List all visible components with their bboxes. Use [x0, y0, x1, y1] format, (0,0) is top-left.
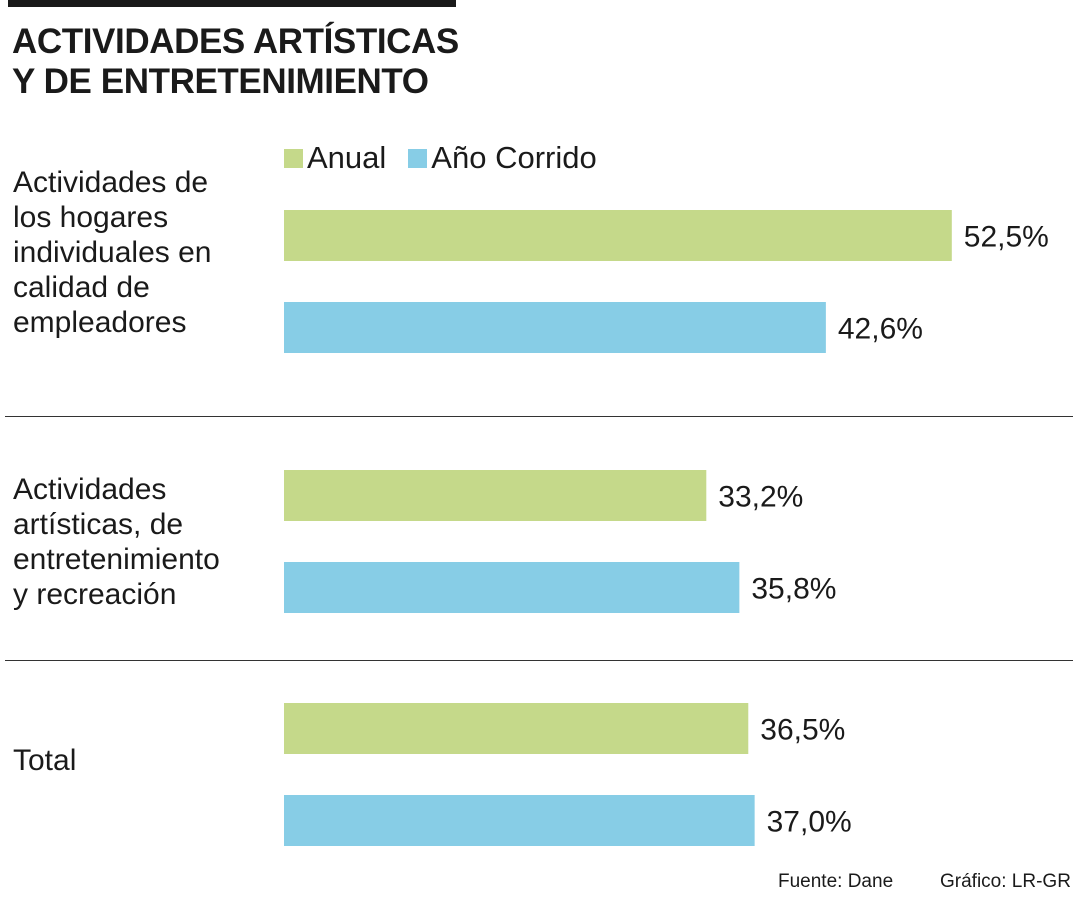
- chart-title-line-2: Y DE ENTRETENIMIENTO: [12, 62, 429, 101]
- value-label-hogares-anual: 52,5%: [964, 221, 1049, 254]
- chart-title-line-1: ACTIVIDADES ARTÍSTICAS: [12, 22, 459, 61]
- value-label-artisticas-anual: 33,2%: [718, 481, 803, 514]
- value-label-total-ano-corrido: 37,0%: [767, 806, 852, 839]
- legend-item-ano-corrido: Año Corrido: [408, 140, 597, 176]
- legend-swatch-ano-corrido: [408, 148, 428, 168]
- bar-hogares-ano-corrido: [284, 302, 826, 353]
- bar-artisticas-anual: [284, 470, 707, 521]
- top-rule: [8, 0, 456, 7]
- value-label-hogares-ano-corrido: 42,6%: [838, 313, 923, 346]
- bar-total-anual: [284, 703, 749, 754]
- legend: Anual Año Corrido: [284, 138, 619, 178]
- group-divider: [5, 416, 1073, 417]
- credit-note: Gráfico: LR-GR: [940, 871, 1071, 892]
- legend-item-anual: Anual: [284, 140, 386, 176]
- category-label-total: Total: [13, 744, 77, 777]
- chart-title: ACTIVIDADES ARTÍSTICAS Y DE ENTRETENIMIE…: [12, 22, 459, 102]
- value-label-artisticas-ano-corrido: 35,8%: [751, 573, 836, 606]
- bar-artisticas-ano-corrido: [284, 562, 740, 613]
- group-divider: [5, 660, 1073, 661]
- value-label-total-anual: 36,5%: [760, 714, 845, 747]
- bar-hogares-anual: [284, 210, 952, 261]
- category-label-artisticas: Actividades artísticas, de entretenimien…: [13, 473, 220, 611]
- source-note: Fuente: Dane: [778, 871, 894, 892]
- legend-swatch-anual: [284, 148, 303, 168]
- legend-label-anual: Anual: [307, 140, 387, 175]
- legend-label-ano-corrido: Año Corrido: [431, 140, 597, 175]
- bar-total-ano-corrido: [284, 795, 755, 846]
- category-label-hogares: Actividades de los hogares individuales …: [13, 166, 212, 339]
